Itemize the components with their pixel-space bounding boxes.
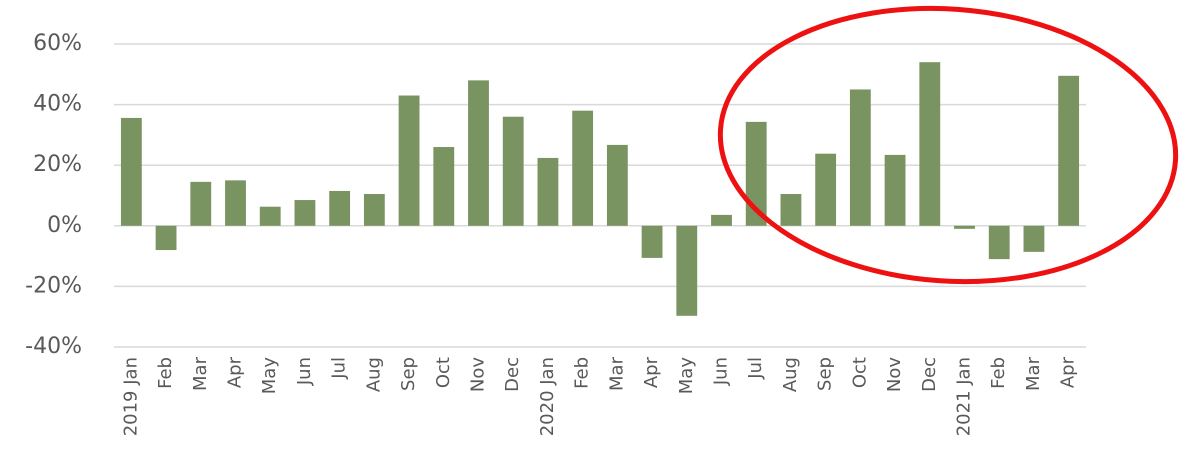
bar (329, 190, 351, 226)
bar (294, 200, 316, 226)
x-tick-label: Jul (745, 357, 766, 380)
x-tick-label: Apr (225, 356, 246, 388)
bar (1023, 225, 1045, 252)
x-tick-label: Apr (641, 356, 662, 388)
x-tick-label: Mar (190, 356, 211, 391)
bar (884, 154, 906, 226)
bar (849, 89, 871, 226)
x-tick-label: Apr (1058, 356, 1079, 388)
bar (433, 147, 455, 226)
bar (225, 180, 246, 226)
labels: -40% -20% 0% 20% 40% 60% 2019 Jan Feb Mar Apr May J… (25, 31, 1078, 436)
bar (259, 206, 281, 226)
bar (468, 80, 489, 226)
y-tick-label: 20% (33, 152, 82, 177)
x-tick-label: Feb (572, 357, 593, 389)
x-tick-label: Feb (155, 357, 176, 389)
grid (114, 43, 1086, 348)
x-tick-label: May (259, 357, 280, 395)
bar (745, 121, 767, 226)
x-tick-label: Jun (711, 357, 732, 386)
x-tick-label: Sep (815, 357, 836, 391)
x-tick-label: Feb (988, 357, 1009, 389)
bar (919, 62, 941, 226)
x-tick-label: Jul (329, 357, 350, 380)
x-tick-label: 2019 Jan (120, 357, 141, 436)
x-tick-label: May (676, 357, 697, 395)
x-tick-label: 2021 Jan (954, 357, 975, 436)
y-tick-label: 40% (33, 92, 82, 117)
bar (676, 225, 698, 316)
bar (988, 225, 1010, 260)
bar (1058, 75, 1080, 226)
bar (363, 193, 385, 226)
x-tick-label: Oct (433, 357, 454, 388)
bar (537, 157, 559, 226)
x-tick-label: Mar (606, 356, 627, 391)
bar (606, 144, 628, 226)
x-tick-label: Mar (1023, 356, 1044, 391)
x-tick-label: Dec (502, 357, 523, 392)
x-tick-label: Aug (780, 357, 801, 392)
x-tick-label: Aug (363, 357, 384, 392)
bar (954, 225, 975, 229)
bar (190, 181, 212, 226)
bar (120, 117, 142, 226)
x-tick-label: 2020 Jan (537, 357, 558, 436)
bars (120, 62, 1080, 316)
x-tick-label: Nov (884, 357, 905, 392)
bar (155, 225, 177, 251)
bar (572, 110, 594, 226)
bar (502, 116, 524, 226)
x-tick-label: Dec (919, 357, 940, 392)
highlight-ellipse (717, 5, 1179, 285)
bar (398, 95, 420, 226)
y-tick-label: -20% (25, 273, 82, 298)
x-tick-label: Sep (398, 357, 419, 391)
bar (780, 193, 802, 226)
x-tick-label: Nov (468, 357, 489, 392)
bar (641, 225, 663, 258)
y-tick-label: -40% (25, 334, 82, 359)
x-tick-label: Jun (294, 357, 315, 386)
bar (711, 214, 732, 226)
bar (815, 153, 837, 226)
x-tick-label: Oct (849, 357, 870, 388)
y-tick-label: 60% (33, 31, 82, 56)
y-tick-label: 0% (47, 213, 82, 238)
